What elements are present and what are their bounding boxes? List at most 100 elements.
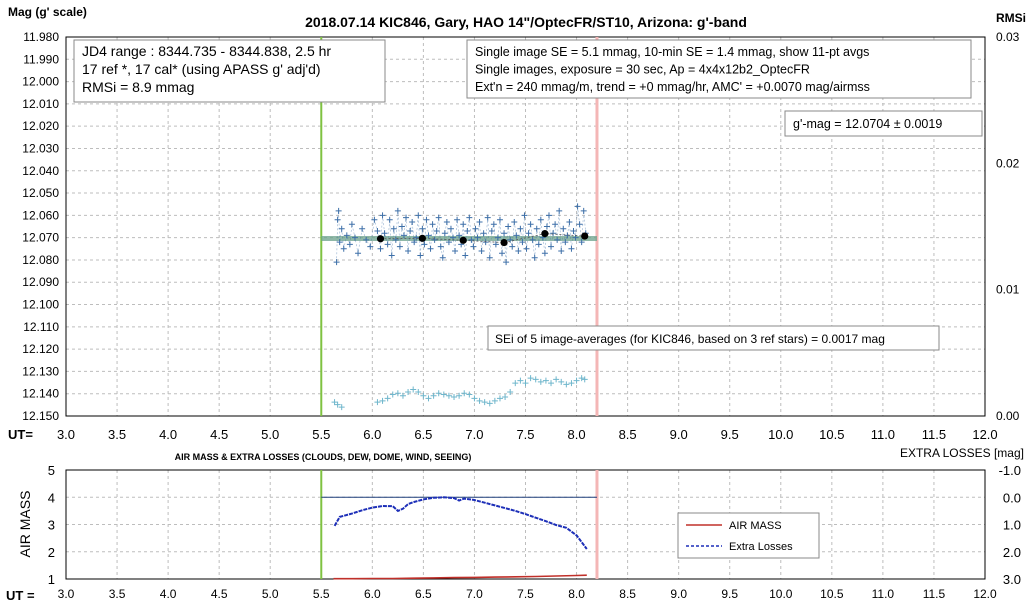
extra-losses-tick-label: 0.0 [1003, 490, 1021, 505]
rmsi-point [558, 378, 565, 385]
rmsi-point [379, 397, 386, 404]
x-tick-label: 5.0 [261, 427, 279, 442]
extra-losses-tick-label: 3.0 [1003, 572, 1021, 587]
sei-text: SEi of 5 image-averages (for KIC846, bas… [495, 332, 885, 346]
single-image-point [409, 219, 416, 226]
y-tick-label: 12.080 [22, 253, 59, 267]
y-tick-label: 12.110 [23, 320, 59, 334]
airmass-x-tick-label: 12.0 [973, 587, 997, 601]
single-image-point [511, 219, 518, 226]
single-image-point [441, 230, 448, 237]
x-tick-label: 6.0 [363, 427, 381, 442]
single-image-point [486, 254, 493, 261]
rmsi-point [394, 390, 401, 397]
single-image-point [543, 223, 550, 230]
single-image-point [537, 216, 544, 223]
y-tick-label: 12.140 [22, 387, 59, 401]
single-image-point [533, 225, 540, 232]
airmass-x-tick-label: 3.5 [109, 587, 126, 601]
rmsi-point [451, 394, 458, 401]
rmsi-point [486, 400, 493, 407]
single-image-point [462, 252, 469, 259]
single-image-point [560, 225, 567, 232]
rmsi-point [502, 394, 509, 401]
single-image-point [474, 234, 481, 241]
rmsi-point [507, 388, 514, 395]
rmsi-point [425, 395, 432, 402]
single-image-point [340, 245, 347, 252]
info-box-left-line: 17 ref *, 17 cal* (using APASS g' adj'd) [82, 61, 321, 77]
y-tick-label: 12.000 [22, 75, 59, 89]
single-image-point [335, 207, 342, 214]
single-image-point [509, 243, 516, 250]
y-tick-label: 11.990 [23, 52, 59, 66]
extra-losses-line [333, 496, 588, 550]
airmass-y-tick-label: 3 [48, 518, 55, 533]
single-image-point [470, 243, 477, 250]
info-box-right-line: Single image SE = 5.1 mmag, 10-min SE = … [475, 45, 869, 59]
single-image-point [468, 236, 475, 243]
single-image-point [550, 230, 557, 237]
legend-label-airmass: AIR MASS [729, 520, 782, 532]
magnitude-chart: Mag (g' scale) 2018.07.14 KIC846, Gary, … [8, 5, 1026, 442]
airmass-legend [677, 512, 820, 559]
single-image-point [548, 243, 555, 250]
single-image-point [381, 230, 388, 237]
info-box-right-line: Single images, exposure = 30 sec, Ap = 4… [475, 63, 810, 77]
single-image-point [435, 214, 442, 221]
single-image-point [423, 216, 430, 223]
single-image-point [452, 248, 459, 255]
rmsi-point [445, 392, 452, 399]
airmass-x-tick-label: 11.0 [872, 587, 895, 601]
average-point [376, 235, 385, 243]
single-image-point [556, 207, 563, 214]
single-image-point [492, 241, 499, 248]
airmass-x-tick-label: 4.0 [160, 587, 177, 601]
rmsi-point [537, 378, 544, 385]
rmsi-point [415, 388, 422, 395]
x-tick-label: 11.5 [922, 427, 946, 442]
x-tick-label: 4.5 [210, 427, 228, 442]
rmsi-point [522, 380, 529, 387]
single-image-point [419, 225, 426, 232]
single-image-point [515, 248, 522, 255]
y2-tick-label: 0.00 [996, 409, 1020, 423]
single-image-point [478, 248, 485, 255]
average-point [459, 236, 467, 244]
single-image-point [541, 250, 548, 257]
rmsi-point [476, 397, 483, 404]
single-image-point [427, 245, 434, 252]
rmsi-point [542, 377, 549, 384]
rmsi-point [405, 388, 412, 395]
airmass-chart-title: AIR MASS & EXTRA LOSSES (CLOUDS, DEW, DO… [175, 452, 472, 462]
rmsi-point [338, 404, 345, 411]
airmass-y-tick-label: 1 [48, 572, 55, 587]
airmass-line [333, 574, 587, 580]
airmass-x-tick-label: 3.0 [58, 587, 75, 601]
info-box-right [466, 39, 972, 99]
single-image-point [355, 250, 362, 257]
single-image-point [394, 207, 401, 214]
single-image-point [431, 236, 438, 243]
y-tick-label: 12.100 [22, 298, 59, 312]
airmass-axis-label: AIR MASS [17, 491, 33, 558]
rmsi-point [578, 375, 585, 382]
x-tick-label: 6.5 [414, 427, 432, 442]
single-image-point [374, 227, 381, 234]
single-image-point [413, 234, 420, 241]
single-image-point [433, 227, 440, 234]
x-tick-label: 5.5 [312, 427, 330, 442]
airmass-x-tick-label: 7.5 [517, 587, 534, 601]
average-point [500, 238, 508, 247]
x-tick-label: 9.0 [670, 427, 688, 442]
rmsi-point [331, 399, 338, 406]
single-image-point [501, 230, 508, 237]
airmass-x-tick-label: 9.5 [721, 587, 738, 601]
single-image-point [405, 248, 412, 255]
single-image-point [396, 243, 403, 250]
single-image-point [454, 216, 461, 223]
rmsi-point [517, 377, 524, 384]
airmass-plot-frame [65, 469, 986, 580]
average-point [418, 234, 426, 242]
single-image-point [519, 239, 526, 246]
